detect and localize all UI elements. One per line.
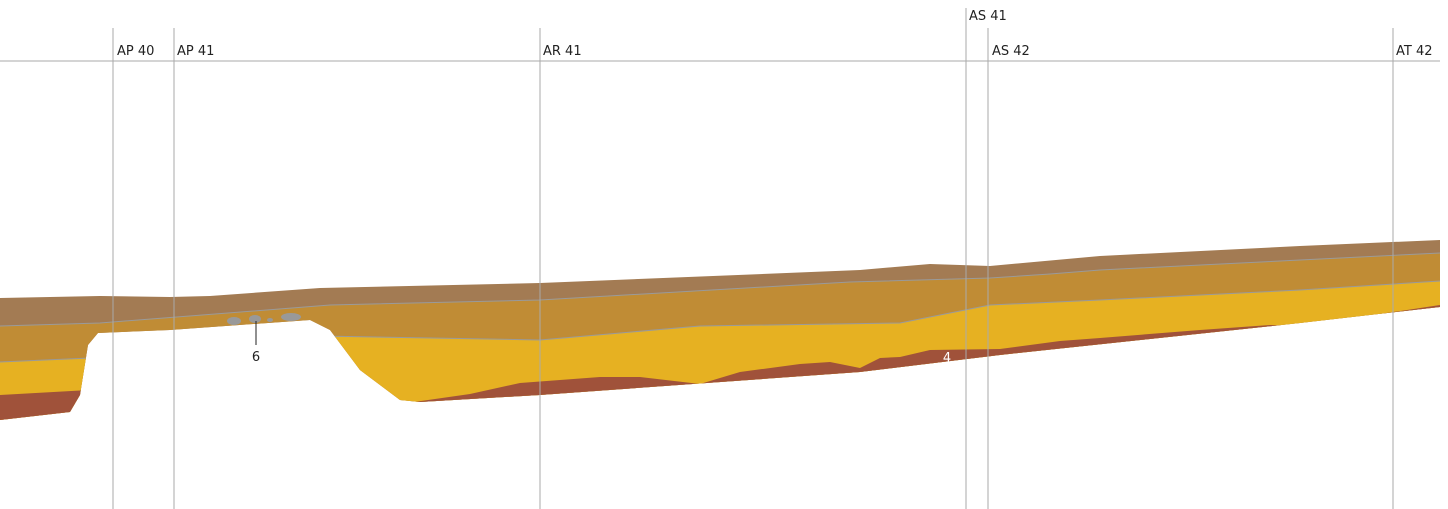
section-label: AR 41 <box>543 44 582 59</box>
annotation: 4 <box>943 351 951 366</box>
section-label: AS 41 <box>969 9 1007 24</box>
section-label: AP 41 <box>177 44 214 59</box>
section-label: AP 40 <box>117 44 154 59</box>
strata <box>0 240 1440 420</box>
section-label: AS 42 <box>992 44 1030 59</box>
section-label: AT 42 <box>1396 44 1433 59</box>
pebbles <box>227 313 301 325</box>
annotation: 6 <box>252 350 260 365</box>
